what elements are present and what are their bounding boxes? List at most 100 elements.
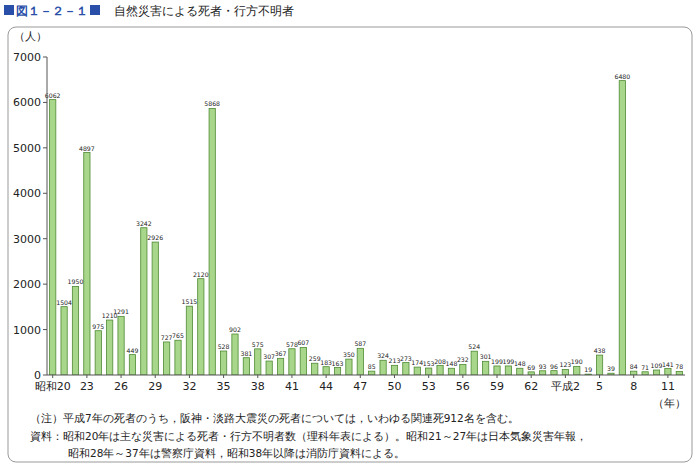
x-tick [667,375,668,378]
y-tick [43,193,47,194]
bar [61,307,67,375]
data-label: 96 [550,363,558,370]
y-tick [43,238,47,239]
data-label: 141 [662,361,674,368]
x-tick-label: 23 [80,380,94,393]
bar [574,366,580,375]
x-tick [360,375,361,378]
data-label: 350 [343,351,355,358]
bar [232,334,238,375]
bar [562,369,568,375]
data-label: 148 [514,360,526,367]
x-tick-label: 62 [524,380,538,393]
data-label: 902 [229,326,241,333]
data-label: 6480 [614,73,630,80]
data-label: 190 [571,358,583,365]
x-axis-label: （年） [653,397,686,410]
bar [312,363,318,375]
data-label: 199 [503,358,515,365]
x-tick-label: 44 [319,380,333,393]
bar [448,368,454,375]
data-label: 199 [491,358,503,365]
data-label: 324 [377,352,389,359]
bar [277,358,283,375]
x-tick [531,375,532,378]
y-tick-label: 7000 [13,51,41,64]
x-tick-label: 38 [251,380,265,393]
data-label: 438 [594,347,606,354]
data-label: 78 [675,363,683,370]
x-tick-label: 昭和20 [35,380,71,393]
data-label: 1291 [113,308,129,315]
bar [129,355,135,375]
x-tick [86,375,87,378]
bar [334,368,340,375]
x-tick [52,375,53,378]
bar [494,366,500,375]
bar [676,371,682,375]
bar [186,306,192,375]
data-label: 524 [468,343,480,350]
data-label: 381 [240,350,252,357]
data-label: 1950 [68,278,84,285]
bar [255,349,261,375]
bars [50,81,683,375]
bar [482,361,488,375]
bar [369,371,375,375]
bar [471,351,477,375]
bar [596,355,602,375]
y-tick-label: 1000 [13,324,41,337]
title-square [4,5,14,15]
bar [243,358,249,375]
y-axis [47,57,48,375]
bar [72,286,78,375]
data-label: 232 [457,356,469,363]
bar [198,279,204,375]
bar [619,81,625,375]
x-tick [291,375,292,378]
title: 自然災害による死者・行方不明者 [114,4,294,18]
bar [380,360,386,375]
x-tick [121,375,122,378]
bar [163,342,169,375]
y-tick-label: 4000 [13,187,41,200]
bar [414,367,420,375]
data-label: 578 [286,341,298,348]
x-tick-label: 平成2 [551,380,580,393]
x-tick [155,375,156,378]
y-tick [43,329,47,330]
bar [84,153,90,375]
x-tick-label: 26 [114,380,128,393]
x-tick-label: 29 [148,380,162,393]
x-tick [257,375,258,378]
data-label: 163 [332,360,344,367]
bar [631,371,637,375]
data-label: 153 [423,360,435,367]
data-label: 69 [527,364,535,371]
data-label: 109 [651,362,663,369]
title-square [90,5,100,15]
y-axis-label: （人） [14,30,47,43]
data-label: 4897 [79,145,95,152]
data-label: 307 [263,353,275,360]
bar [403,363,409,375]
bar [391,365,397,375]
outer-frame [8,27,692,462]
bar [107,320,113,375]
data-label: 2120 [193,271,209,278]
bar [289,349,295,375]
x-tick-label: 11 [661,380,675,393]
annotation: （注）平成7年の死者のうち，阪神・淡路大震災の死者については，いわゆる関連死91… [30,412,519,425]
y-tick [43,375,47,376]
x-tick [565,375,566,378]
data-label: 39 [607,365,615,372]
bar [437,366,443,375]
bar [152,242,158,375]
data-label: 765 [172,332,184,339]
x-tick [633,375,634,378]
data-label: 727 [161,334,173,341]
data-label: 19 [584,366,592,373]
y-tick [43,57,47,58]
x-tick-label: 32 [182,380,196,393]
bar [50,100,56,375]
